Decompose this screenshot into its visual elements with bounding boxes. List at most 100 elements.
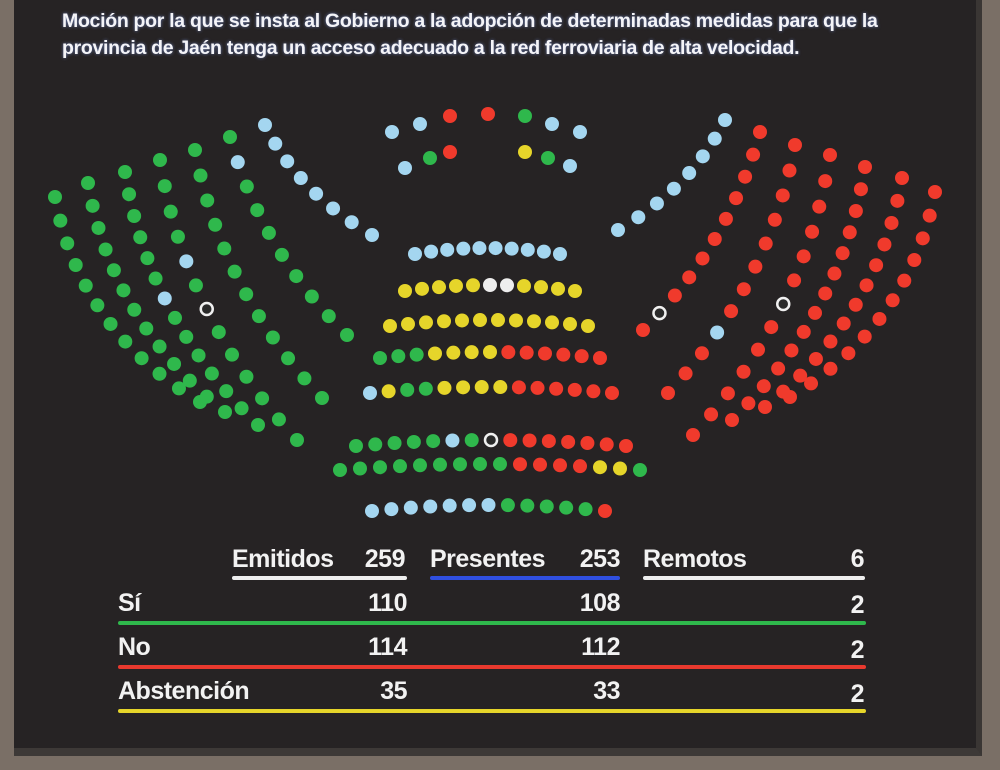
seat — [771, 361, 786, 376]
seat — [403, 500, 418, 515]
seat — [483, 345, 497, 359]
seat — [387, 436, 402, 451]
seat — [835, 246, 850, 261]
seat — [922, 208, 937, 223]
seat — [365, 504, 379, 518]
seat — [239, 287, 254, 302]
seat — [520, 498, 535, 513]
seat — [230, 155, 245, 170]
seat — [464, 433, 479, 448]
seat — [633, 463, 647, 477]
si-label: Sí — [118, 589, 141, 617]
seat — [599, 437, 614, 452]
seat — [501, 345, 516, 360]
seat — [823, 334, 838, 349]
seat — [193, 168, 208, 183]
seat — [261, 225, 276, 240]
remotos-underline — [643, 576, 865, 580]
seat — [694, 346, 709, 361]
seat — [753, 125, 767, 139]
seat — [758, 236, 773, 251]
seat — [127, 302, 142, 317]
seat — [720, 386, 735, 401]
seat — [725, 413, 739, 427]
seat — [549, 381, 564, 396]
seat — [408, 247, 422, 261]
seat — [619, 439, 633, 453]
seat — [445, 433, 460, 448]
seat — [836, 316, 851, 331]
seat — [704, 407, 719, 422]
seat — [234, 401, 249, 416]
seat — [805, 224, 820, 239]
seat — [649, 196, 664, 211]
seat — [453, 457, 467, 472]
seat — [915, 231, 930, 246]
seat — [504, 241, 519, 256]
seat — [493, 457, 507, 472]
seat — [776, 384, 791, 399]
seat — [756, 379, 771, 394]
seat — [666, 181, 681, 196]
seat — [559, 500, 574, 515]
seat — [563, 317, 577, 332]
si-remotos: 2 — [850, 591, 865, 619]
seat — [818, 286, 833, 301]
seat — [225, 347, 239, 362]
si-emitidos: 110 — [368, 589, 407, 617]
seat — [413, 458, 427, 473]
seat — [853, 182, 868, 197]
hemicycle-seat-map — [48, 107, 942, 518]
seat — [415, 281, 429, 296]
seat — [373, 351, 387, 365]
seat — [586, 384, 601, 399]
seat — [179, 254, 194, 269]
seat — [60, 236, 75, 251]
seat — [877, 237, 892, 252]
seat — [122, 187, 137, 202]
seat — [437, 380, 452, 395]
seat — [533, 457, 547, 472]
seat — [462, 498, 477, 513]
seat — [250, 203, 265, 218]
seat — [432, 280, 446, 295]
seat — [751, 342, 765, 357]
seat — [598, 504, 612, 518]
seat — [746, 147, 761, 162]
seat — [686, 428, 700, 442]
seat — [857, 329, 872, 344]
seat — [741, 396, 756, 411]
seat — [884, 215, 899, 230]
seat — [568, 284, 582, 298]
seat — [695, 251, 710, 266]
abstencion-line — [118, 709, 866, 713]
seat — [423, 499, 438, 514]
seat — [736, 282, 751, 297]
seat — [812, 199, 827, 214]
seat — [787, 273, 802, 288]
seat — [509, 313, 523, 328]
remotos-total: 6 — [850, 545, 865, 573]
abstencion-presentes: 33 — [593, 677, 620, 705]
seat — [363, 386, 377, 400]
seat — [271, 412, 286, 427]
seat — [321, 309, 336, 324]
seat — [808, 351, 823, 366]
seat — [424, 244, 439, 259]
seat — [418, 381, 433, 396]
seat — [561, 434, 576, 449]
seat — [784, 343, 799, 358]
seat — [736, 364, 751, 379]
seat — [204, 366, 219, 381]
seat — [500, 278, 514, 293]
seat — [580, 436, 595, 451]
voting-screen: Moción por la que se insta al Gobierno a… — [14, 0, 982, 756]
seat — [281, 351, 296, 366]
seat — [116, 283, 131, 298]
seat — [483, 432, 499, 448]
seat — [682, 270, 697, 285]
seat — [491, 313, 505, 328]
seat — [401, 317, 415, 332]
seat — [443, 109, 457, 123]
seat — [381, 384, 396, 399]
